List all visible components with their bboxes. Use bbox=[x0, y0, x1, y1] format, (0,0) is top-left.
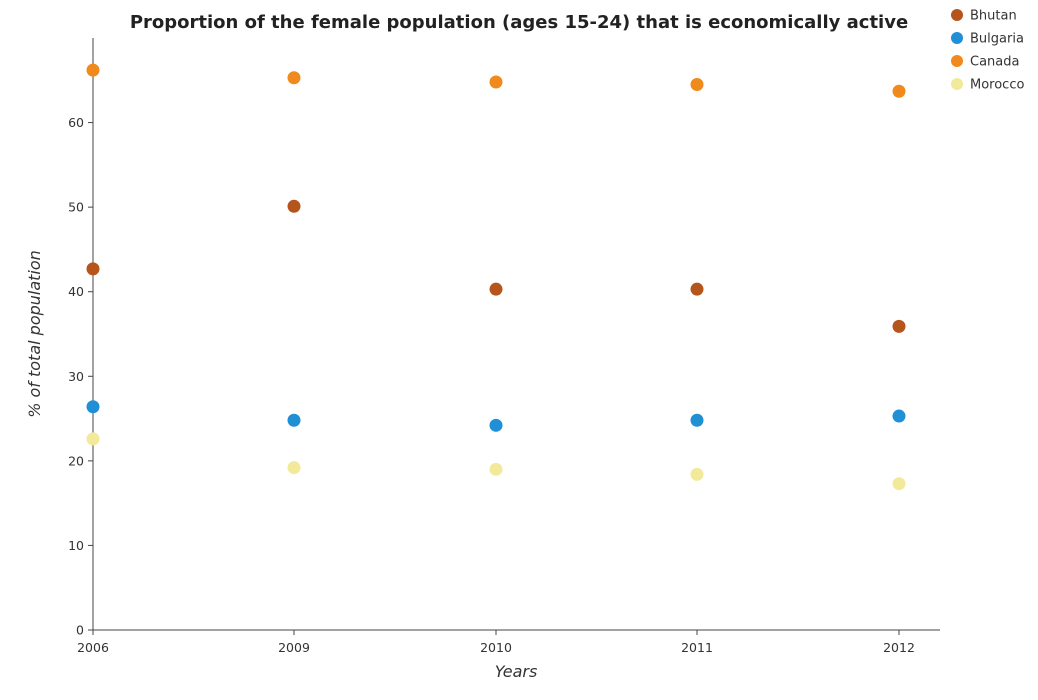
point-bulgaria-2012 bbox=[892, 409, 906, 423]
point-bulgaria-2009 bbox=[287, 413, 301, 427]
x-axis-ticks: 2006 2009 2010 2011 2012 bbox=[77, 630, 915, 655]
point-canada-2010 bbox=[489, 75, 503, 89]
point-bulgaria-2010 bbox=[489, 418, 503, 432]
point-bulgaria-2006 bbox=[86, 400, 100, 414]
plot-area bbox=[93, 38, 940, 630]
x-tick-label: 2011 bbox=[681, 640, 713, 655]
point-morocco-2010 bbox=[489, 462, 503, 476]
point-morocco-2006 bbox=[86, 432, 100, 446]
y-tick-label: 40 bbox=[68, 284, 84, 299]
point-bhutan-2009 bbox=[287, 199, 301, 213]
point-bulgaria-2011 bbox=[690, 413, 704, 427]
y-axis-label: % of total population bbox=[25, 250, 44, 418]
y-tick-label: 20 bbox=[68, 453, 84, 468]
point-bhutan-2006 bbox=[86, 262, 100, 276]
point-canada-2012 bbox=[892, 84, 906, 98]
point-bhutan-2011 bbox=[690, 282, 704, 296]
x-tick-label: 2006 bbox=[77, 640, 109, 655]
legend-label-bhutan: Bhutan bbox=[970, 9, 1017, 24]
point-morocco-2012 bbox=[892, 477, 906, 491]
data-points bbox=[86, 63, 906, 491]
point-canada-2006 bbox=[86, 63, 100, 77]
y-tick-label: 30 bbox=[68, 369, 84, 384]
y-axis-ticks: 0 10 20 30 40 50 60 bbox=[68, 115, 93, 638]
legend-marker-morocco bbox=[951, 78, 963, 90]
point-bhutan-2012 bbox=[892, 319, 906, 333]
legend-label-canada: Canada bbox=[970, 55, 1019, 70]
y-tick-label: 10 bbox=[68, 538, 84, 553]
x-axis-label: Years bbox=[495, 662, 538, 681]
legend-marker-bulgaria bbox=[951, 32, 963, 44]
legend-label-morocco: Morocco bbox=[970, 78, 1024, 93]
x-tick-label: 2009 bbox=[278, 640, 310, 655]
legend-marker-bhutan bbox=[951, 9, 963, 21]
point-canada-2009 bbox=[287, 71, 301, 85]
point-canada-2011 bbox=[690, 78, 704, 92]
chart-title: Proportion of the female population (age… bbox=[130, 12, 908, 33]
point-morocco-2009 bbox=[287, 461, 301, 475]
legend-label-bulgaria: Bulgaria bbox=[970, 32, 1024, 47]
y-tick-label: 50 bbox=[68, 200, 84, 215]
x-tick-label: 2010 bbox=[480, 640, 512, 655]
y-tick-label: 60 bbox=[68, 115, 84, 130]
point-morocco-2011 bbox=[690, 467, 704, 481]
legend: Bhutan Bulgaria Canada Morocco bbox=[938, 0, 1038, 104]
point-bhutan-2010 bbox=[489, 282, 503, 296]
legend-marker-canada bbox=[951, 55, 963, 67]
y-tick-label: 0 bbox=[76, 623, 84, 638]
x-tick-label: 2012 bbox=[883, 640, 915, 655]
